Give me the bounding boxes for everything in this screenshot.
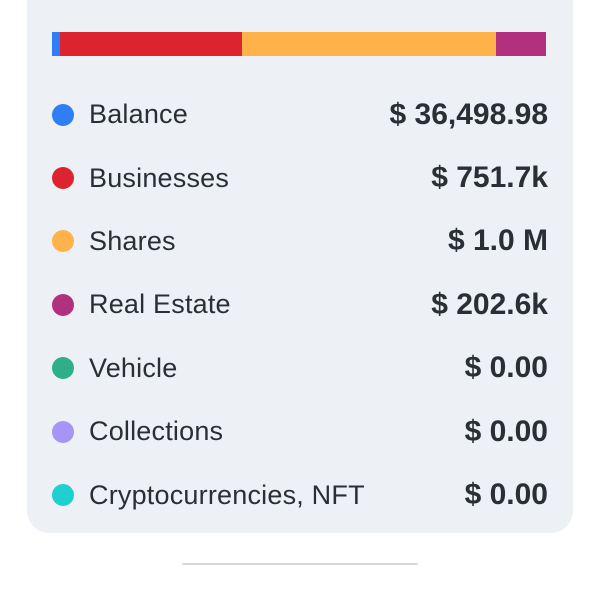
asset-label: Businesses xyxy=(89,162,230,193)
asset-list: Balance $ 36,498.98 Businesses $ 751.7k … xyxy=(52,83,548,527)
asset-value: $ 0.00 xyxy=(464,351,548,385)
cryptocurrencies-color-dot xyxy=(52,484,74,507)
assets-card xyxy=(27,0,573,533)
asset-row-shares[interactable]: Shares $ 1.0 M xyxy=(52,210,548,273)
asset-value: $ 202.6k xyxy=(431,287,548,321)
asset-row-cryptocurrencies-nft[interactable]: Cryptocurrencies, NFT $ 0.00 xyxy=(52,463,548,526)
asset-value: $ 0.00 xyxy=(464,478,548,512)
home-indicator xyxy=(182,563,418,565)
asset-row-collections[interactable]: Collections $ 0.00 xyxy=(52,400,548,463)
bar-segment-businesses xyxy=(60,32,243,56)
asset-value: $ 0.00 xyxy=(464,414,548,448)
bar-segment-shares xyxy=(242,32,497,56)
asset-row-vehicle[interactable]: Vehicle $ 0.00 xyxy=(52,337,548,400)
bar-segment-real-estate xyxy=(496,32,546,56)
vehicle-color-dot xyxy=(52,357,74,380)
balance-color-dot xyxy=(52,103,74,126)
asset-label: Real Estate xyxy=(89,289,231,320)
bar-segment-balance xyxy=(52,32,61,56)
asset-distribution-bar xyxy=(52,32,546,56)
asset-value: $ 751.7k xyxy=(431,161,548,195)
real-estate-color-dot xyxy=(52,293,74,316)
shares-color-dot xyxy=(52,230,74,253)
asset-label: Balance xyxy=(89,99,188,130)
asset-label: Cryptocurrencies, NFT xyxy=(89,479,365,510)
businesses-color-dot xyxy=(52,167,74,190)
collections-color-dot xyxy=(52,420,74,443)
asset-row-businesses[interactable]: Businesses $ 751.7k xyxy=(52,146,548,209)
asset-value: $ 1.0 M xyxy=(447,224,548,258)
asset-row-balance[interactable]: Balance $ 36,498.98 xyxy=(52,83,548,146)
asset-label: Vehicle xyxy=(89,352,178,383)
asset-label: Shares xyxy=(89,225,176,256)
asset-value: $ 36,498.98 xyxy=(389,97,548,131)
asset-row-real-estate[interactable]: Real Estate $ 202.6k xyxy=(52,273,548,336)
asset-label: Collections xyxy=(89,416,224,447)
